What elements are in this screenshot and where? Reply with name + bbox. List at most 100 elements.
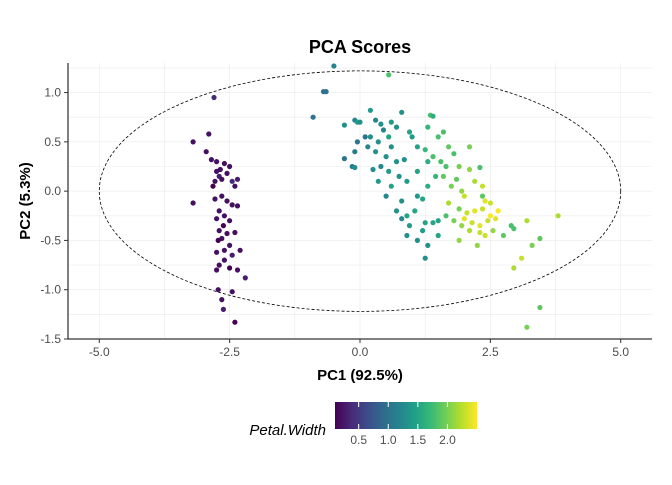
data-point — [435, 134, 441, 140]
data-point — [215, 287, 221, 293]
y-tick-label: 0.5 — [44, 135, 61, 149]
data-point — [495, 208, 501, 214]
data-point — [352, 149, 358, 155]
y-tick-label: -0.5 — [40, 233, 61, 247]
data-point — [425, 159, 431, 165]
data-point — [485, 218, 491, 224]
x-axis-title: PC1 (92.5%) — [317, 367, 403, 384]
data-point — [422, 255, 428, 261]
y-tick-label: -1.0 — [40, 283, 61, 297]
data-point — [511, 226, 517, 232]
data-point — [472, 208, 478, 214]
data-point — [234, 203, 241, 209]
data-point — [456, 237, 462, 243]
data-point — [524, 218, 530, 224]
data-point — [472, 178, 478, 184]
data-point — [388, 119, 394, 125]
data-point — [435, 218, 441, 224]
data-point — [212, 196, 218, 202]
data-point — [216, 262, 222, 268]
data-point — [227, 163, 233, 170]
data-point — [474, 242, 480, 248]
data-point — [224, 170, 230, 176]
data-point — [219, 297, 225, 303]
data-point — [451, 218, 457, 224]
data-point — [425, 242, 431, 248]
data-point — [466, 166, 473, 173]
data-point — [232, 319, 238, 325]
data-point — [234, 267, 241, 273]
data-point — [422, 220, 428, 226]
data-point — [234, 176, 241, 182]
colorbar-tick-label: 1.0 — [380, 433, 397, 447]
data-point — [386, 134, 392, 140]
data-point — [443, 213, 449, 219]
data-point — [367, 134, 373, 140]
data-point — [414, 168, 420, 174]
data-point — [310, 114, 316, 120]
data-point — [352, 164, 358, 171]
data-point — [341, 156, 347, 162]
data-point — [323, 89, 329, 95]
data-point — [469, 220, 475, 226]
data-point — [206, 131, 212, 137]
data-point — [378, 121, 384, 127]
data-point — [354, 139, 360, 145]
data-point — [393, 124, 400, 130]
data-point — [229, 202, 235, 208]
data-point — [210, 183, 216, 189]
data-point — [430, 113, 436, 119]
data-point — [215, 237, 221, 243]
data-point — [537, 304, 543, 311]
data-point — [461, 216, 467, 222]
data-point — [500, 232, 506, 239]
data-point — [212, 178, 218, 184]
data-point — [490, 228, 496, 234]
colorbar-ticks: 0.5 1.0 1.5 2.0 — [350, 402, 456, 447]
y-axis-ticks: -1.5 -1.0 -0.5 0.0 0.5 1.0 — [40, 86, 68, 346]
data-point — [221, 160, 227, 167]
data-point — [537, 235, 543, 242]
data-point — [487, 200, 493, 206]
data-point — [393, 159, 400, 165]
data-point — [414, 144, 420, 150]
data-point — [459, 223, 465, 229]
data-point — [232, 229, 238, 236]
data-point — [190, 200, 196, 206]
data-point — [451, 151, 457, 157]
data-point — [466, 144, 473, 150]
data-point — [242, 275, 248, 281]
data-point — [214, 159, 220, 165]
data-point — [383, 154, 389, 160]
data-point — [399, 216, 405, 222]
data-point — [453, 176, 460, 182]
data-point — [425, 124, 431, 130]
data-points — [190, 63, 561, 330]
data-point — [446, 144, 452, 150]
y-tick-label: -1.5 — [40, 332, 61, 346]
data-point — [479, 183, 486, 189]
data-point — [219, 176, 225, 182]
chart-title: PCA Scores — [309, 37, 411, 57]
x-tick-label: 2.5 — [482, 345, 499, 359]
colorbar-gradient — [335, 402, 477, 429]
data-point — [375, 139, 381, 145]
data-point — [373, 117, 379, 123]
data-point — [414, 193, 420, 199]
data-point — [203, 149, 209, 155]
data-point — [214, 216, 220, 222]
data-point — [440, 129, 446, 135]
data-point — [482, 198, 488, 204]
data-point — [412, 208, 418, 214]
data-point — [227, 265, 233, 271]
data-point — [220, 223, 226, 229]
data-point — [479, 193, 486, 199]
legend-title: Petal.Width — [249, 422, 326, 439]
data-point — [409, 134, 415, 140]
data-point — [493, 216, 499, 222]
data-point — [440, 173, 446, 179]
data-point — [443, 163, 449, 170]
data-point — [401, 157, 407, 163]
data-point — [378, 163, 384, 170]
